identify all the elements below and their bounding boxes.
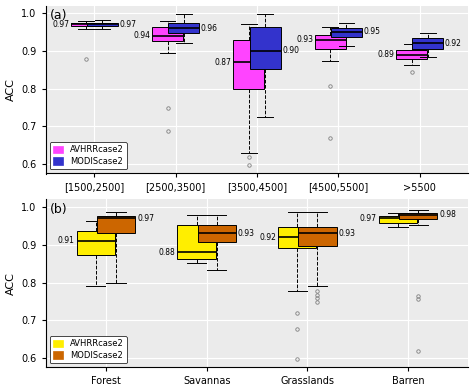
PathPatch shape	[250, 27, 281, 69]
PathPatch shape	[396, 50, 427, 59]
Text: 0.87: 0.87	[215, 58, 232, 67]
Text: 0.97: 0.97	[360, 214, 377, 223]
Legend: AVHRRcase2, MODIScase2: AVHRRcase2, MODIScase2	[50, 336, 127, 363]
PathPatch shape	[233, 40, 264, 89]
PathPatch shape	[152, 27, 183, 41]
Text: 0.97: 0.97	[119, 20, 137, 29]
Text: 0.92: 0.92	[445, 39, 462, 48]
PathPatch shape	[198, 225, 236, 242]
Text: (b): (b)	[50, 203, 67, 216]
Text: 0.97: 0.97	[137, 214, 154, 223]
PathPatch shape	[379, 216, 417, 223]
Legend: AVHRRcase2, MODIScase2: AVHRRcase2, MODIScase2	[50, 142, 127, 169]
PathPatch shape	[278, 227, 316, 248]
PathPatch shape	[97, 216, 135, 233]
PathPatch shape	[77, 231, 115, 255]
PathPatch shape	[168, 22, 199, 33]
PathPatch shape	[331, 28, 362, 37]
Text: 0.93: 0.93	[296, 35, 313, 44]
Text: 0.91: 0.91	[58, 236, 75, 245]
PathPatch shape	[71, 22, 101, 26]
Text: 0.94: 0.94	[134, 31, 150, 40]
Text: 0.97: 0.97	[52, 20, 69, 29]
Text: 0.93: 0.93	[338, 229, 356, 238]
PathPatch shape	[412, 38, 443, 49]
Y-axis label: ACC: ACC	[6, 272, 16, 295]
Text: 0.88: 0.88	[159, 248, 175, 257]
Text: (a): (a)	[50, 9, 67, 22]
PathPatch shape	[315, 35, 346, 49]
Text: 0.98: 0.98	[439, 210, 456, 219]
Text: 0.95: 0.95	[364, 27, 381, 36]
Text: 0.96: 0.96	[201, 24, 218, 33]
Text: 0.93: 0.93	[238, 229, 255, 238]
PathPatch shape	[399, 213, 437, 219]
Text: 0.92: 0.92	[259, 233, 276, 242]
Text: 0.90: 0.90	[282, 46, 299, 55]
PathPatch shape	[87, 22, 118, 26]
PathPatch shape	[177, 225, 216, 259]
Text: 0.89: 0.89	[378, 50, 394, 59]
PathPatch shape	[298, 227, 337, 245]
Y-axis label: ACC: ACC	[6, 78, 16, 101]
